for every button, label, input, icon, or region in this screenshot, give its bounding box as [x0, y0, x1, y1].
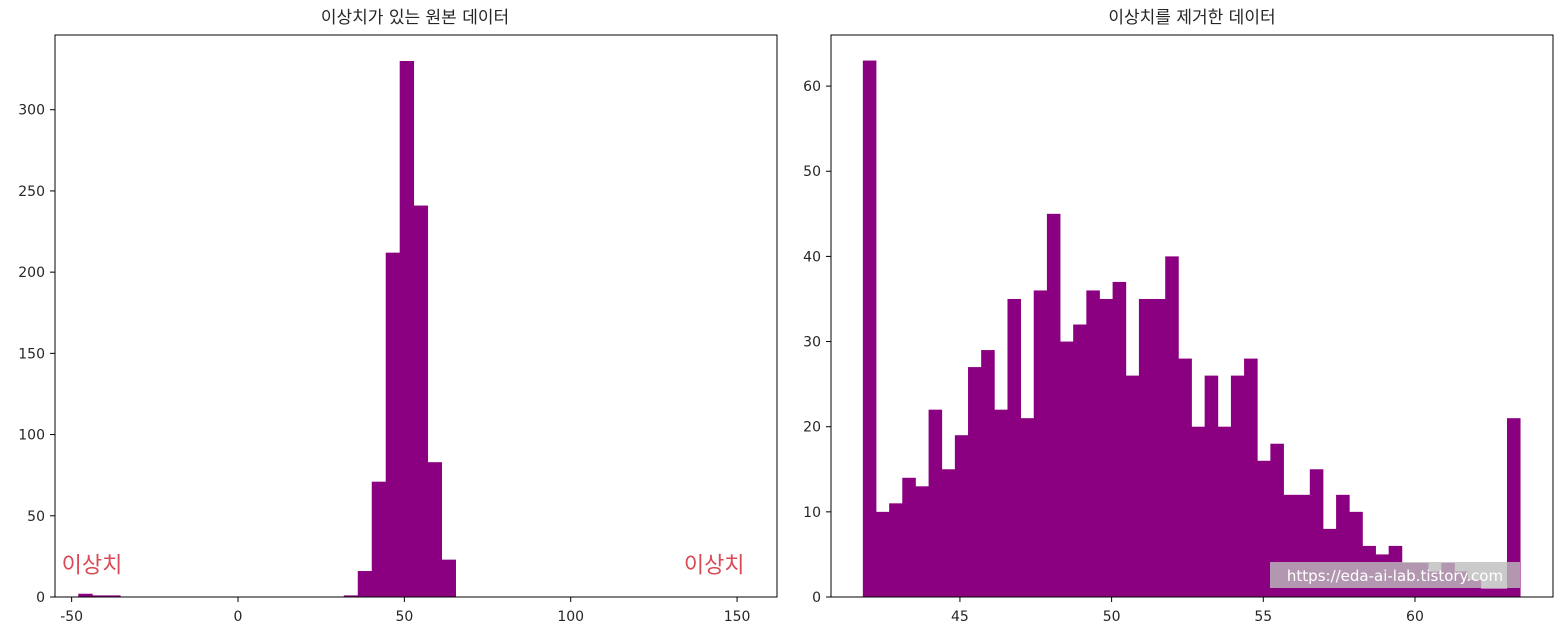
histogram-bar — [902, 477, 916, 597]
histogram-bar — [981, 350, 995, 597]
histogram-bar — [1007, 298, 1022, 597]
chart-title: 이상치를 제거한 데이터 — [1108, 8, 1275, 28]
histogram-bar — [1230, 375, 1245, 597]
y-tick-label: 100 — [18, 428, 45, 444]
histogram-bar — [862, 60, 877, 598]
plot-frame — [830, 34, 1554, 598]
chart-original-data: 이상치가 있는 원본 데이터 이상치 이상치 -50 0 50 100 150 0 50 100… — [18, 8, 778, 625]
histogram-bar — [78, 593, 93, 597]
histogram-bar — [1086, 290, 1100, 597]
x-tick-label: 55 — [1254, 609, 1272, 625]
histogram-bar — [357, 571, 373, 597]
histogram-bar — [106, 595, 121, 597]
y-tick-label: 40 — [803, 249, 821, 265]
histogram-bar — [1046, 213, 1061, 597]
chart-cleaned-data: 이상치를 제거한 데이터 45 50 55 60 0 10 20 30 40 50 60 https… — [803, 8, 1554, 625]
y-tick-label: 200 — [18, 265, 45, 281]
histogram-bar — [371, 481, 387, 597]
histogram-bar — [1138, 298, 1153, 597]
histogram-bar — [441, 559, 456, 597]
y-tick-label: 20 — [803, 420, 821, 436]
y-tick-label: 10 — [803, 505, 821, 521]
histogram-bar — [1033, 290, 1048, 597]
y-tick-label: 50 — [27, 509, 45, 525]
histogram-bar — [875, 511, 890, 597]
histogram-bar — [1480, 588, 1495, 597]
y-tick-label: 30 — [803, 335, 821, 351]
histogram-bar — [928, 409, 943, 597]
y-tick-label: 150 — [18, 346, 45, 362]
y-tick-label: 250 — [18, 184, 45, 200]
watermark-text: https://eda-ai-lab.tistory.com — [1287, 567, 1503, 585]
outlier-annotation: 이상치 — [62, 554, 123, 579]
histogram-bar — [1112, 281, 1127, 597]
histogram-bar — [385, 252, 401, 597]
x-tick-label: 150 — [724, 609, 751, 625]
histogram-bar — [968, 367, 982, 597]
plot-frame — [54, 34, 778, 598]
y-tick-label: 60 — [803, 79, 821, 95]
histogram-bar — [1506, 418, 1521, 597]
histogram-bar — [1073, 324, 1087, 597]
watermark-background — [1270, 562, 1520, 588]
y-tick-label: 50 — [803, 164, 821, 180]
x-tick-label: -50 — [60, 609, 83, 625]
histogram-bar — [413, 205, 429, 598]
histogram-bar — [1152, 298, 1166, 597]
histogram-bar — [1270, 443, 1284, 597]
histogram-bar — [1493, 588, 1508, 597]
y-tick-label: 0 — [36, 590, 45, 606]
histogram-bar — [1060, 341, 1074, 597]
histogram-bar — [1125, 375, 1140, 597]
histogram-bar — [954, 435, 969, 597]
x-tick-label: 100 — [557, 609, 584, 625]
histogram-bar — [941, 469, 956, 597]
histogram-bar — [1191, 426, 1206, 597]
x-tick-label: 45 — [951, 609, 969, 625]
histogram-bar — [1178, 358, 1192, 597]
histogram-bar — [92, 595, 107, 597]
histogram-bar — [889, 503, 903, 597]
x-tick-label: 50 — [395, 609, 413, 625]
chart-title: 이상치가 있는 원본 데이터 — [321, 8, 509, 28]
histogram-bar — [427, 462, 443, 597]
y-tick-label: 0 — [812, 590, 821, 606]
histogram-bar — [1244, 358, 1258, 597]
histogram-bar — [1257, 460, 1271, 597]
histogram-bar — [399, 60, 415, 598]
y-tick-label: 300 — [18, 103, 45, 119]
x-tick-label: 50 — [1103, 609, 1121, 625]
x-tick-label: 60 — [1406, 609, 1424, 625]
histogram-bar — [343, 595, 359, 597]
histogram-bar — [1165, 256, 1179, 597]
watermark: https://eda-ai-lab.tistory.com — [1270, 562, 1520, 588]
histogram-bar — [1099, 298, 1114, 597]
histogram-bar — [1217, 426, 1232, 597]
histogram-bar — [994, 409, 1008, 597]
histogram-bar — [1020, 418, 1035, 597]
outlier-annotation: 이상치 — [684, 554, 745, 579]
x-tick-label: 0 — [234, 609, 243, 625]
histogram-bar — [915, 486, 929, 597]
histogram-bar — [1204, 375, 1219, 597]
